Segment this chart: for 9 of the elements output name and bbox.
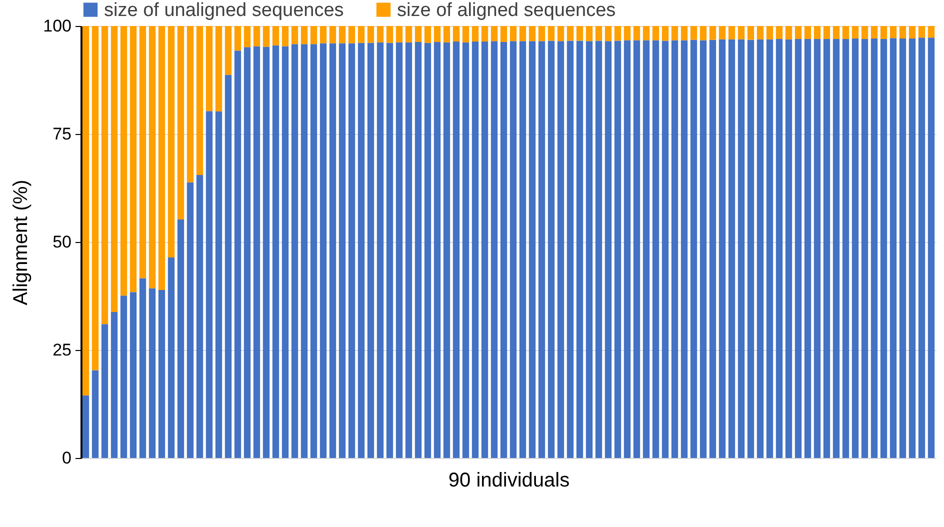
y-tick-label: 75 [52, 124, 72, 144]
legend-label: size of unaligned sequences [104, 0, 344, 21]
legend-label: size of aligned sequences [397, 0, 616, 21]
y-tick-label: 0 [62, 448, 72, 468]
y-tick-label: 50 [52, 232, 72, 252]
y-tick-label: 100 [43, 16, 72, 36]
x-axis-title: 90 individuals [448, 470, 570, 492]
y-axis-title: Alignment (%) [10, 180, 32, 306]
y-tick-label: 25 [52, 340, 72, 360]
